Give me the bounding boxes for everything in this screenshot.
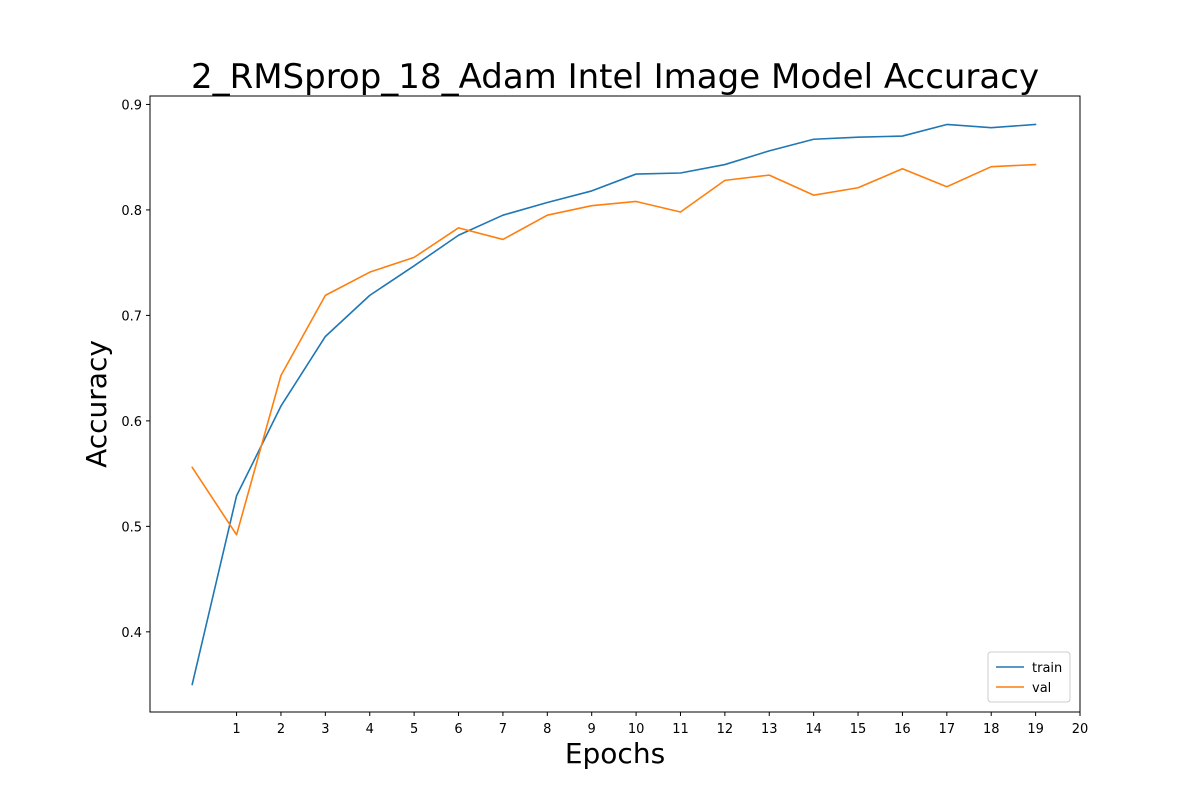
x-tick-label: 17 [939,722,956,737]
plot-area: 1 2 3 4 5 6 7 8 9 10 11 12 13 14 15 16 17 18 19 200.40.50.6… [121,95,1089,737]
x-tick-label: 9 [588,722,596,737]
x-tick-label: 19 [1027,722,1044,737]
x-tick-label: 4 [366,722,374,737]
y-tick-label: 0.8 [121,204,142,219]
legend-label-val: val [1032,681,1051,696]
y-tick-label: 0.4 [121,626,142,641]
y-tick-label: 0.9 [121,98,142,113]
x-tick-label: 1 [232,722,240,737]
x-tick-label: 2 [277,722,285,737]
x-tick-label: 5 [410,722,418,737]
x-tick-label: 3 [321,722,329,737]
x-tick-label: 18 [983,722,1000,737]
x-tick-label: 6 [454,722,462,737]
y-tick-label: 0.5 [121,520,142,535]
legend-label-train: train [1032,661,1062,676]
chart-title: 2_RMSprop_18_Adam Intel Image Model Accu… [191,57,1039,97]
legend-box [987,651,1071,703]
x-tick-label: 7 [499,722,507,737]
x-tick-label: 14 [805,722,822,737]
y-tick-label: 0.6 [121,415,142,430]
x-tick-label: 20 [1072,722,1089,737]
x-tick-label: 15 [850,722,867,737]
series-line-train [191,123,1037,686]
series-line-val [191,163,1037,536]
x-tick-label: 13 [761,722,778,737]
x-tick-label: 16 [894,722,911,737]
x-tick-label: 11 [672,722,689,737]
x-tick-label: 10 [628,722,645,737]
x-axis-label: Epochs [565,737,665,770]
x-tick-label: 12 [717,722,734,737]
y-tick-label: 0.7 [121,309,142,324]
x-tick-label: 8 [543,722,551,737]
plot-frame [149,95,1081,713]
y-axis-label: Accuracy [80,340,113,468]
